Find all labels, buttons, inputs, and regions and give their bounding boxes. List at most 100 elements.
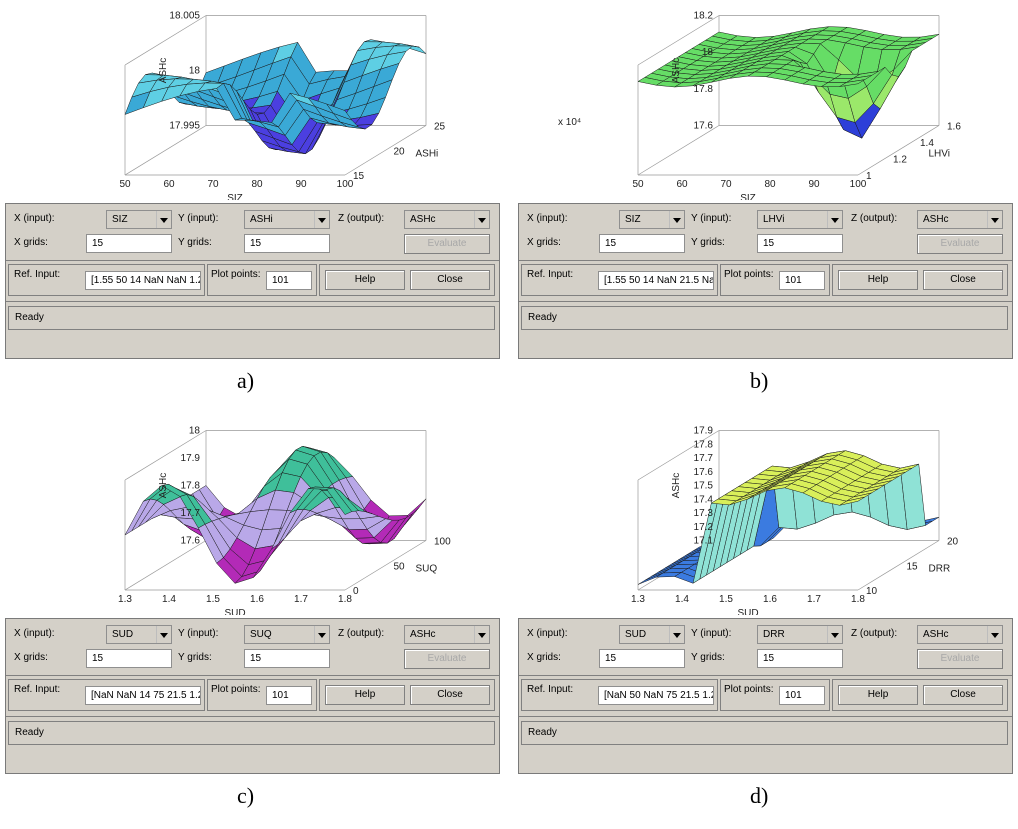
figure-caption: d) [750, 783, 769, 808]
y-grids-field[interactable]: 15 [757, 234, 843, 253]
plot-points-group: Plot points: 101 [720, 679, 830, 711]
close-button[interactable]: Close [923, 270, 1003, 290]
x-input-value: SIZ [112, 214, 128, 225]
y-input-dropdown[interactable]: ASHi [244, 210, 330, 229]
x-grids-field[interactable]: 15 [599, 649, 685, 668]
surface-plot-svg: 18 17.9 17.8 17.7 17.6 1.3 1.4 1.5 1.6 1.7 1.80 50 1… [118, 426, 451, 616]
axis-box-edge [124, 15, 207, 66]
action-buttons-group: Help Close [319, 264, 495, 296]
plot-points-field[interactable]: 101 [266, 271, 312, 290]
close-button[interactable]: Close [410, 270, 490, 290]
x-grids-field[interactable]: 15 [86, 649, 172, 668]
surface-patch [637, 572, 664, 585]
axis-box-edge [637, 15, 720, 66]
surface-plot: 18.005 18 17.995 50 60 70 80 90 100 15 20 25 SIZ ASHi… [5, 0, 502, 201]
z-output-dropdown[interactable]: ASHc [404, 210, 490, 229]
status-bar: Ready [8, 306, 495, 330]
y-grids-field[interactable]: 15 [244, 234, 330, 253]
divider [519, 260, 1012, 261]
plot-points-field[interactable]: 101 [266, 686, 312, 705]
help-button[interactable]: Help [838, 685, 918, 705]
y-tick-label: 20 [394, 146, 406, 157]
z-tick-label: 17.995 [169, 121, 200, 132]
status-bar: Ready [8, 721, 495, 745]
control-panel: X (input): SUD Y (input): SUQ Z (output)… [5, 618, 500, 774]
z-tick-label: 17.1 [694, 536, 714, 547]
z-tick-label: 18.2 [694, 11, 714, 22]
help-button[interactable]: Help [838, 270, 918, 290]
ref-input-field[interactable]: [1.55 50 14 NaN NaN 1.22 [85, 271, 201, 290]
z-output-value: ASHc [923, 214, 949, 225]
status-bar: Ready [521, 721, 1008, 745]
x-tick-label: 1.6 [763, 594, 777, 605]
help-button[interactable]: Help [325, 270, 405, 290]
surface-plot: 18.2 18 17.8 17.6 50 60 70 80 90 100 1 1.2 1.4 1.6 SIZ… [518, 0, 1015, 201]
chevron-down-icon [474, 626, 489, 643]
y-tick-label: 15 [353, 171, 365, 182]
plot-points-field[interactable]: 101 [779, 686, 825, 705]
surface-plot: 18 17.9 17.8 17.7 17.6 1.3 1.4 1.5 1.6 1.7 1.8 0 50 1… [5, 415, 502, 616]
surface-patch [839, 496, 865, 506]
x-input-dropdown[interactable]: SIZ [619, 210, 685, 229]
axis-box-edge [637, 125, 720, 176]
action-buttons-group: Help Close [832, 679, 1008, 711]
y-grids-label: Y grids: [178, 652, 212, 663]
y-axis-label: SUQ [416, 563, 438, 574]
z-output-dropdown[interactable]: ASHc [917, 210, 1003, 229]
y-input-dropdown[interactable]: LHVi [757, 210, 843, 229]
z-output-dropdown[interactable]: ASHc [404, 625, 490, 644]
z-output-dropdown[interactable]: ASHc [917, 625, 1003, 644]
x-tick-label: 60 [676, 179, 688, 190]
divider [519, 716, 1012, 717]
y-axis-label: ASHi [416, 148, 439, 159]
plot-points-label: Plot points: [211, 684, 261, 695]
evaluate-button[interactable]: Evaluate [917, 234, 1003, 254]
z-output-label: Z (output): [338, 213, 385, 224]
plot-points-field[interactable]: 101 [779, 271, 825, 290]
y-tick-label: 1 [866, 171, 872, 182]
x-grids-label: X grids: [14, 237, 48, 248]
y-grids-field[interactable]: 15 [757, 649, 843, 668]
surface-plot: 17.9 17.8 17.7 17.6 17.5 17.4 17.3 17.2 17.1 1.3 1… [518, 415, 1015, 616]
axis-box-edge [344, 540, 427, 591]
ref-input-label: Ref. Input: [527, 269, 574, 280]
ref-input-group: Ref. Input: [1.55 50 14 NaN 21.5 NaN [521, 264, 718, 296]
close-button[interactable]: Close [410, 685, 490, 705]
axis-box-edge [637, 430, 720, 481]
ref-input-field[interactable]: [NaN NaN 14 75 21.5 1.22 [85, 686, 201, 705]
y-grids-label: Y grids: [691, 237, 725, 248]
x-axis-label: SUD [224, 608, 245, 615]
divider [6, 260, 499, 261]
x-input-value: SIZ [625, 214, 641, 225]
z-axis-label: ASHc [158, 58, 169, 84]
x-tick-label: 80 [764, 179, 776, 190]
x-input-dropdown[interactable]: SIZ [106, 210, 172, 229]
axis-box-edge [124, 540, 207, 591]
x-input-dropdown[interactable]: SUD [106, 625, 172, 644]
x-input-dropdown[interactable]: SUD [619, 625, 685, 644]
ref-input-label: Ref. Input: [14, 269, 61, 280]
chevron-down-icon [314, 211, 329, 228]
evaluate-button[interactable]: Evaluate [404, 649, 490, 669]
evaluate-button[interactable]: Evaluate [404, 234, 490, 254]
x-input-label: X (input): [14, 628, 55, 639]
evaluate-button[interactable]: Evaluate [917, 649, 1003, 669]
y-input-value: DRR [763, 629, 785, 640]
x-grids-field[interactable]: 15 [86, 234, 172, 253]
z-output-label: Z (output): [851, 213, 898, 224]
ref-input-field[interactable]: [NaN 50 NaN 75 21.5 1.22 [598, 686, 714, 705]
y-grids-field[interactable]: 15 [244, 649, 330, 668]
plot-points-group: Plot points: 101 [207, 679, 317, 711]
z-output-value: ASHc [410, 214, 436, 225]
y-input-dropdown[interactable]: SUQ [244, 625, 330, 644]
z-tick-label: 17.8 [694, 439, 714, 450]
x-grids-field[interactable]: 15 [599, 234, 685, 253]
control-panel: X (input): SIZ Y (input): ASHi Z (output… [5, 203, 500, 359]
help-button[interactable]: Help [325, 685, 405, 705]
y-input-dropdown[interactable]: DRR [757, 625, 843, 644]
chevron-down-icon [156, 626, 171, 643]
ref-input-field[interactable]: [1.55 50 14 NaN 21.5 NaN [598, 271, 714, 290]
close-button[interactable]: Close [923, 685, 1003, 705]
x-tick-label: 1.7 [807, 594, 821, 605]
x-tick-label: 50 [119, 179, 131, 190]
